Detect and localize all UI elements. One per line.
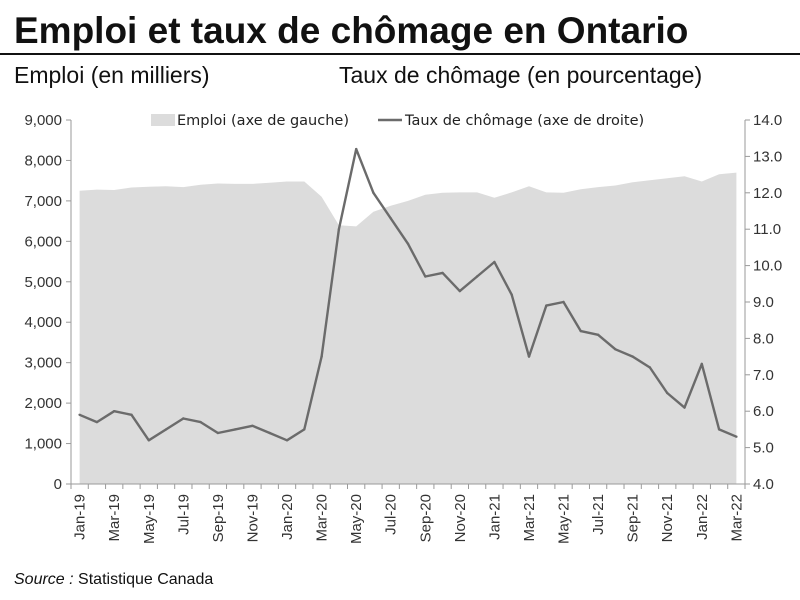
right-axis-ticks: 4.0 5.0 6.0 7.0 8.0 9.0 10.0 11.0 12.0 13.0 14.0 — [745, 112, 782, 493]
source-note: Source : Statistique Canada — [14, 571, 213, 589]
right-tick-label: 4.0 — [753, 476, 774, 493]
unemployment-point — [337, 228, 341, 231]
x-tick-label: Jan-20 — [279, 494, 296, 540]
left-tick-label: 6,000 — [24, 233, 62, 250]
right-tick-label: 10.0 — [753, 258, 782, 275]
unemployment-point — [95, 420, 99, 424]
legend-label-unemployment: Taux de chômage (axe de droite) — [404, 113, 644, 129]
unemployment-point — [320, 355, 323, 358]
left-tick-label: 3,000 — [24, 355, 62, 372]
left-tick-label: 4,000 — [24, 314, 62, 331]
x-tick-label: Nov-20 — [452, 494, 469, 542]
unemployment-point — [147, 439, 150, 442]
right-tick-label: 14.0 — [753, 112, 782, 129]
legend-swatch-employment — [151, 114, 175, 126]
right-tick-label: 5.0 — [753, 440, 774, 457]
left-tick-label: 1,000 — [24, 436, 62, 453]
legend-label-employment: Emploi (axe de gauche) — [177, 113, 349, 129]
unemployment-point — [78, 413, 81, 416]
x-axis-ticks: Jan-19 Mar-19 May-19 Jul-19 Sep-19 Nov-19 Jan-… — [70, 484, 746, 544]
right-tick-label: 8.0 — [753, 330, 774, 347]
employment-unemployment-chart: 0 1,000 2,000 3,000 4,000 5,000 6,000 7,000 8,00… — [24, 112, 782, 544]
right-tick-label: 12.0 — [753, 185, 782, 202]
unemployment-point — [130, 413, 133, 416]
x-tick-label: Mar-20 — [314, 494, 331, 542]
source-text: Statistique Canada — [78, 571, 214, 588]
left-axis-heading: Emploi (en milliers) — [14, 62, 210, 88]
right-axis-heading: Taux de chômage (en pourcentage) — [339, 62, 703, 88]
unemployment-point — [406, 242, 410, 245]
x-tick-label: Jul-20 — [383, 494, 400, 535]
unemployment-point — [199, 420, 202, 424]
unemployment-point — [268, 431, 271, 435]
unemployment-point — [164, 428, 168, 431]
unemployment-point — [579, 329, 582, 333]
unemployment-point — [113, 410, 116, 413]
unemployment-point — [234, 428, 237, 431]
left-tick-label: 0 — [54, 476, 62, 493]
unemployment-point — [545, 304, 548, 307]
right-tick-label: 11.0 — [753, 221, 781, 238]
unemployment-point — [303, 428, 306, 431]
x-tick-label: May-19 — [141, 494, 158, 544]
right-tick-label: 9.0 — [753, 294, 774, 311]
unemployment-point — [614, 348, 617, 351]
x-tick-label: Jul-21 — [590, 494, 607, 535]
left-tick-label: 2,000 — [24, 395, 62, 412]
plot-area — [78, 147, 738, 484]
x-tick-label: Mar-22 — [728, 494, 745, 542]
right-tick-label: 13.0 — [753, 148, 782, 165]
chart-title: Emploi et taux de chômage en Ontario — [14, 10, 689, 51]
unemployment-point — [441, 271, 444, 275]
unemployment-point — [285, 439, 289, 442]
unemployment-point — [683, 406, 686, 409]
left-axis-ticks: 0 1,000 2,000 3,000 4,000 5,000 6,000 7,000 8,00… — [24, 112, 71, 493]
x-tick-label: Mar-21 — [521, 494, 538, 542]
x-tick-label: Sep-20 — [417, 494, 434, 542]
x-tick-label: Nov-21 — [659, 494, 676, 542]
x-tick-label: Mar-19 — [106, 494, 123, 542]
unemployment-point — [424, 275, 427, 278]
x-tick-label: Sep-21 — [625, 494, 642, 542]
x-tick-label: Jan-22 — [694, 494, 711, 540]
unemployment-point — [182, 417, 185, 420]
unemployment-point — [458, 289, 461, 293]
unemployment-point — [527, 355, 531, 358]
unemployment-point — [666, 391, 669, 395]
unemployment-point — [216, 431, 220, 435]
right-tick-label: 6.0 — [753, 403, 774, 420]
left-tick-label: 9,000 — [24, 112, 62, 129]
employment-area — [79, 172, 737, 484]
unemployment-point — [631, 355, 634, 358]
right-tick-label: 7.0 — [753, 367, 774, 384]
unemployment-point — [648, 366, 652, 369]
left-tick-label: 8,000 — [24, 152, 62, 169]
left-tick-label: 7,000 — [24, 193, 62, 210]
unemployment-point — [700, 362, 703, 366]
left-tick-label: 5,000 — [24, 274, 62, 291]
unemployment-point — [372, 191, 375, 194]
unemployment-point — [389, 217, 392, 220]
unemployment-point — [475, 275, 479, 278]
unemployment-point — [735, 435, 738, 438]
x-tick-label: Jul-19 — [175, 494, 192, 535]
unemployment-point — [717, 428, 721, 431]
x-tick-label: Nov-19 — [244, 494, 261, 542]
unemployment-point — [355, 147, 358, 151]
source-label: Source : — [14, 571, 74, 588]
title-underline — [0, 53, 800, 55]
x-tick-label: Jan-21 — [486, 494, 503, 540]
unemployment-point — [596, 333, 600, 336]
unemployment-point — [493, 260, 496, 264]
x-tick-label: Jan-19 — [72, 494, 89, 540]
x-tick-label: May-20 — [348, 494, 365, 544]
unemployment-point — [562, 300, 565, 304]
x-tick-label: May-21 — [556, 494, 573, 544]
unemployment-point — [510, 293, 513, 296]
x-tick-label: Sep-19 — [210, 494, 227, 542]
legend: Emploi (axe de gauche) Taux de chômage (… — [151, 113, 644, 129]
unemployment-point — [251, 424, 254, 427]
